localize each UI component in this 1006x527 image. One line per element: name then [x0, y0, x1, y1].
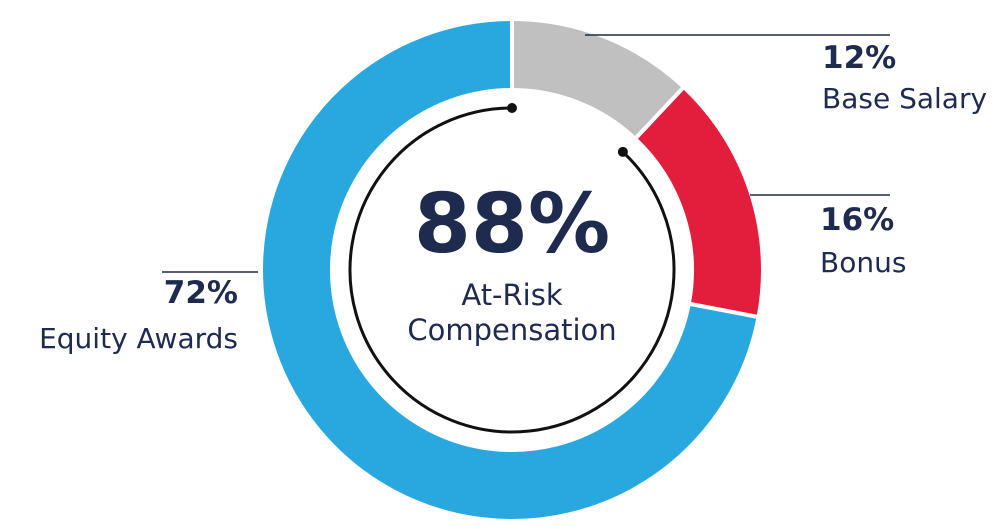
donut-slice	[632, 84, 765, 320]
center-text: At-Risk	[461, 278, 562, 312]
value-label: 72%	[164, 275, 238, 311]
arc-end	[507, 103, 517, 113]
arc-end	[617, 146, 628, 157]
value-label: 12%	[822, 40, 896, 76]
legend-label: Equity Awards	[39, 322, 238, 355]
at-risk-arc	[348, 106, 676, 434]
legend-label: Base Salary	[822, 82, 987, 115]
value-label: 16%	[820, 202, 894, 238]
donut-slice	[259, 16, 761, 523]
center-value: 88%	[414, 177, 610, 272]
legend-label: Bonus	[820, 246, 906, 279]
center-text: Compensation	[407, 313, 616, 347]
